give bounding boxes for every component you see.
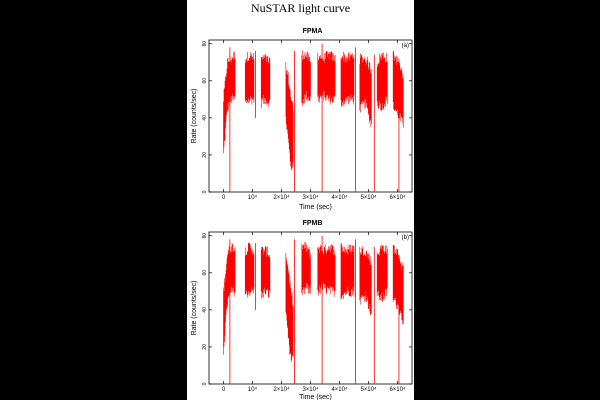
data-series-path xyxy=(301,50,311,107)
data-series-path xyxy=(376,52,388,112)
light-curve-figure: FPMA 0 20 40 60 80 0 10⁴ 2×10⁴ 3×10⁴ 4×10⁴ 5×10⁴ 6×1… xyxy=(191,28,413,400)
data-series-path xyxy=(260,246,271,299)
x-tick-label: 10⁴ xyxy=(248,386,258,393)
y-tick-label: 60 xyxy=(202,270,208,276)
x-tick-label: 4×10⁴ xyxy=(331,386,348,393)
data-segment xyxy=(376,52,388,112)
panel-label: (b) xyxy=(402,235,409,241)
data-series-path xyxy=(317,244,336,297)
data-series-path xyxy=(301,241,311,295)
y-tick-label: 20 xyxy=(202,152,208,158)
x-tick-label: 3×10⁴ xyxy=(302,194,319,201)
data-segment xyxy=(317,244,336,297)
x-tick-label: 6×10⁴ xyxy=(389,194,406,201)
y-axis-label: Rate (counts/sec) xyxy=(191,89,198,144)
data-series-path xyxy=(317,50,336,105)
y-tick-label: 80 xyxy=(202,233,208,239)
data-series-path xyxy=(340,51,355,107)
panel-title: FPMA xyxy=(303,28,323,35)
x-tick-label: 0 xyxy=(222,387,226,393)
panel-label: (a) xyxy=(402,43,409,49)
data-segment xyxy=(223,51,236,154)
data-segment xyxy=(301,241,311,295)
data-segment xyxy=(244,51,255,105)
data-series-path xyxy=(285,61,294,171)
data-series-path xyxy=(359,53,372,128)
data-series-path xyxy=(392,50,404,128)
y-tick-label: 40 xyxy=(202,307,208,313)
x-tick-label: 10⁴ xyxy=(248,194,258,201)
panel-title: FPMB xyxy=(303,220,323,227)
data-segment xyxy=(223,243,236,355)
data-series-path xyxy=(260,53,271,108)
data-segment xyxy=(340,243,355,300)
figure-page: NuSTAR light curve FPMA 0 20 40 60 80 0 10⁴ 2×10… xyxy=(187,0,414,400)
data-segment xyxy=(392,50,404,128)
x-axis-label: Time (sec) xyxy=(299,394,332,400)
data-segment xyxy=(317,50,336,105)
panel-fpma xyxy=(208,39,413,193)
y-tick-label: 20 xyxy=(202,344,208,350)
data-series-path xyxy=(244,51,255,105)
data-series-path xyxy=(223,243,236,355)
y-tick-label: 0 xyxy=(202,382,208,385)
data-series-path xyxy=(244,242,255,298)
y-axis-label: Rate (counts/sec) xyxy=(191,281,198,336)
data-segment xyxy=(301,50,311,107)
data-segment xyxy=(285,61,294,171)
data-series-path xyxy=(285,252,294,363)
data-segment xyxy=(260,53,271,108)
data-series-path xyxy=(340,243,355,300)
data-segment xyxy=(285,252,294,363)
x-tick-label: 6×10⁴ xyxy=(389,386,406,393)
data-segment xyxy=(340,51,355,107)
data-segment xyxy=(359,53,372,128)
data-segment xyxy=(392,244,404,325)
data-series-path xyxy=(223,51,236,154)
panel-fpmb xyxy=(208,231,413,385)
x-tick-label: 5×10⁴ xyxy=(360,386,377,393)
data-segment xyxy=(359,246,372,316)
y-tick-label: 0 xyxy=(202,190,208,193)
data-segment xyxy=(260,246,271,299)
data-segment xyxy=(244,242,255,298)
x-tick-label: 5×10⁴ xyxy=(360,194,377,201)
data-series-path xyxy=(376,244,388,302)
data-segment xyxy=(376,244,388,302)
data-series-path xyxy=(359,246,372,316)
y-tick-label: 40 xyxy=(202,115,208,121)
x-axis-label: Time (sec) xyxy=(299,204,332,211)
x-tick-label: 0 xyxy=(222,195,226,201)
y-tick-label: 80 xyxy=(202,41,208,47)
x-tick-label: 4×10⁴ xyxy=(331,194,348,201)
x-tick-label: 2×10⁴ xyxy=(273,386,290,393)
x-tick-label: 2×10⁴ xyxy=(273,194,290,201)
x-tick-label: 3×10⁴ xyxy=(302,386,319,393)
data-series-path xyxy=(392,244,404,325)
page-title: NuSTAR light curve xyxy=(250,1,351,15)
y-tick-label: 60 xyxy=(202,78,208,84)
